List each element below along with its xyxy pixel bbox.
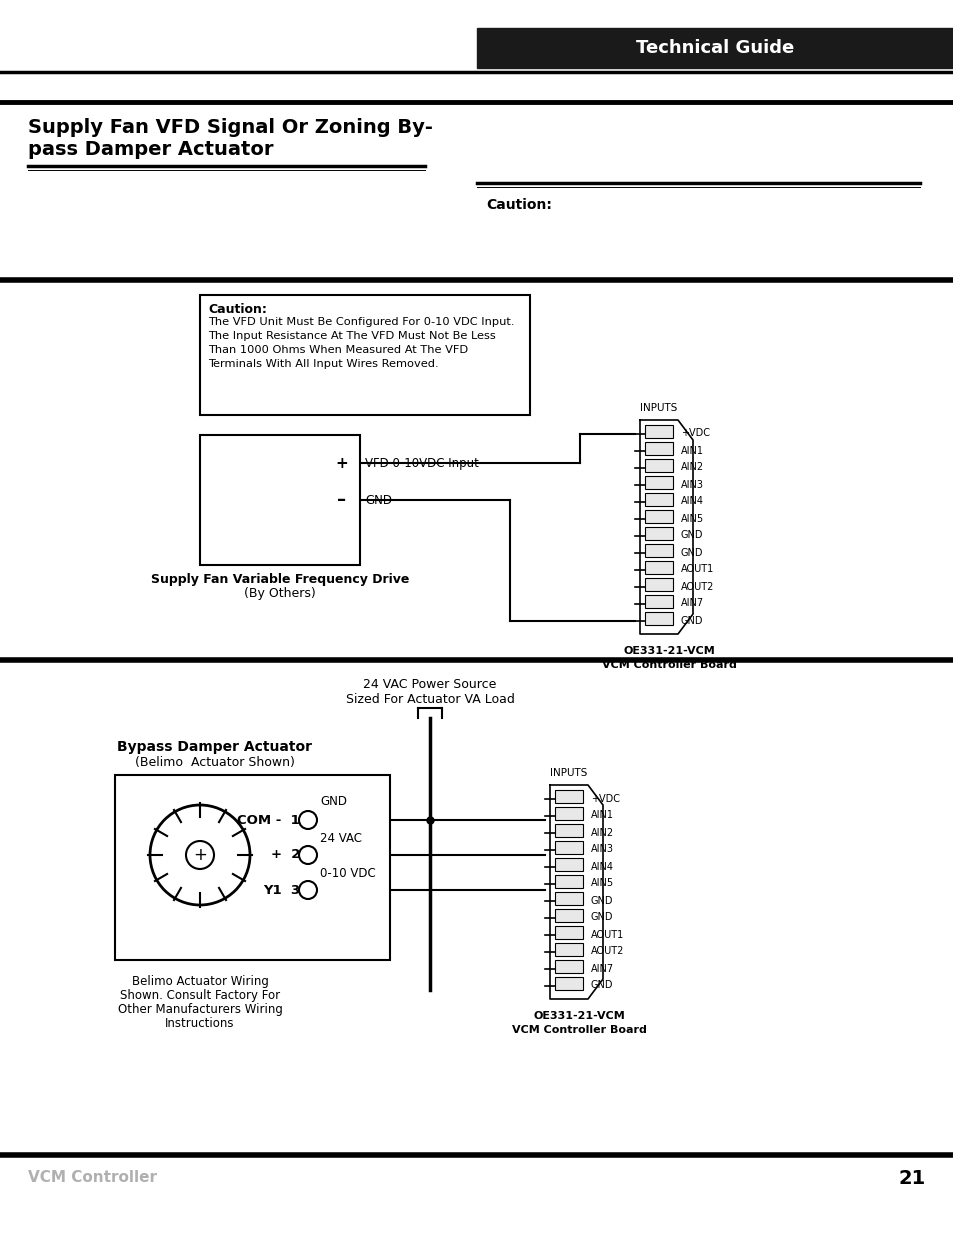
Text: Belimo Actuator Wiring: Belimo Actuator Wiring — [132, 974, 268, 988]
Polygon shape — [550, 785, 602, 999]
Bar — [644, 442, 672, 454]
Bar — [644, 493, 672, 506]
Text: AIN1: AIN1 — [590, 810, 614, 820]
Bar — [644, 459, 672, 472]
Text: AIN7: AIN7 — [590, 963, 614, 973]
Bar — [555, 909, 582, 923]
Bar — [555, 926, 582, 939]
Text: AIN5: AIN5 — [590, 878, 614, 888]
Text: Caution:: Caution: — [208, 303, 267, 316]
Bar — [476, 28, 953, 68]
Text: +: + — [335, 456, 348, 471]
Text: AOUT1: AOUT1 — [680, 564, 714, 574]
Text: Other Manufacturers Wiring: Other Manufacturers Wiring — [117, 1003, 282, 1016]
Text: +  2: + 2 — [271, 848, 299, 862]
Bar — [644, 561, 672, 574]
Text: VCM Controller Board: VCM Controller Board — [511, 1025, 646, 1035]
Bar — [644, 475, 672, 489]
Bar — [555, 806, 582, 820]
Text: 24 VAC Power Source: 24 VAC Power Source — [363, 678, 497, 692]
Bar — [644, 543, 672, 557]
Text: VCM Controller: VCM Controller — [28, 1171, 157, 1186]
Bar — [555, 892, 582, 905]
Text: GND: GND — [319, 795, 347, 808]
Bar — [555, 960, 582, 973]
Bar — [644, 613, 672, 625]
Text: Supply Fan Variable Frequency Drive: Supply Fan Variable Frequency Drive — [151, 573, 409, 585]
Text: AIN3: AIN3 — [680, 479, 703, 489]
Text: AIN4: AIN4 — [680, 496, 703, 506]
Text: Y1  3: Y1 3 — [263, 883, 299, 897]
Text: GND: GND — [590, 913, 613, 923]
Bar — [555, 977, 582, 990]
Text: COM -  1: COM - 1 — [237, 814, 299, 826]
Text: 24 VAC: 24 VAC — [319, 832, 361, 845]
Text: VFD 0-10VDC Input: VFD 0-10VDC Input — [365, 457, 478, 469]
Text: pass Damper Actuator: pass Damper Actuator — [28, 140, 274, 159]
Text: –: – — [337, 492, 346, 509]
Text: AOUT2: AOUT2 — [680, 582, 714, 592]
Text: AOUT1: AOUT1 — [590, 930, 623, 940]
Text: OE331-21-VCM: OE331-21-VCM — [533, 1011, 624, 1021]
Text: Caution:: Caution: — [485, 198, 551, 212]
Bar — [555, 944, 582, 956]
Text: AOUT2: AOUT2 — [590, 946, 623, 956]
Text: AIN2: AIN2 — [680, 462, 703, 473]
Text: +VDC: +VDC — [680, 429, 709, 438]
Text: (By Others): (By Others) — [244, 587, 315, 600]
Bar — [555, 876, 582, 888]
Text: 21: 21 — [898, 1168, 925, 1188]
Bar — [200, 435, 359, 564]
Text: GND: GND — [680, 615, 702, 625]
Bar — [555, 841, 582, 853]
Bar — [555, 790, 582, 803]
Text: 0-10 VDC: 0-10 VDC — [319, 867, 375, 881]
Text: GND: GND — [365, 494, 392, 506]
Text: Supply Fan VFD Signal Or Zoning By-: Supply Fan VFD Signal Or Zoning By- — [28, 119, 433, 137]
Text: GND: GND — [590, 981, 613, 990]
Text: OE331-21-VCM: OE331-21-VCM — [622, 646, 714, 656]
Bar — [555, 858, 582, 871]
Bar — [644, 595, 672, 608]
Text: AIN3: AIN3 — [590, 845, 614, 855]
Text: AIN1: AIN1 — [680, 446, 703, 456]
Text: Technical Guide: Technical Guide — [636, 40, 794, 57]
Text: GND: GND — [680, 531, 702, 541]
Text: +: + — [193, 846, 207, 864]
Text: VCM Controller Board: VCM Controller Board — [601, 659, 736, 671]
Text: AIN5: AIN5 — [680, 514, 703, 524]
Text: (Belimo  Actuator Shown): (Belimo Actuator Shown) — [135, 756, 294, 769]
Text: Bypass Damper Actuator: Bypass Damper Actuator — [117, 740, 313, 755]
Text: AIN7: AIN7 — [680, 599, 703, 609]
Text: AIN2: AIN2 — [590, 827, 614, 837]
Text: INPUTS: INPUTS — [639, 403, 677, 412]
Polygon shape — [639, 420, 692, 634]
Text: +VDC: +VDC — [590, 794, 619, 804]
Text: AIN4: AIN4 — [590, 862, 614, 872]
Bar — [644, 425, 672, 438]
Bar — [644, 578, 672, 592]
Text: GND: GND — [590, 895, 613, 905]
Bar — [200, 295, 530, 415]
Bar — [644, 510, 672, 522]
Bar — [555, 824, 582, 837]
Text: INPUTS: INPUTS — [550, 768, 587, 778]
Text: Sized For Actuator VA Load: Sized For Actuator VA Load — [345, 693, 514, 706]
Bar — [115, 776, 390, 960]
Text: Instructions: Instructions — [165, 1016, 234, 1030]
Text: Shown. Consult Factory For: Shown. Consult Factory For — [120, 989, 280, 1002]
Text: GND: GND — [680, 547, 702, 557]
Text: The VFD Unit Must Be Configured For 0-10 VDC Input.
The Input Resistance At The : The VFD Unit Must Be Configured For 0-10… — [208, 317, 514, 369]
Bar — [644, 527, 672, 540]
